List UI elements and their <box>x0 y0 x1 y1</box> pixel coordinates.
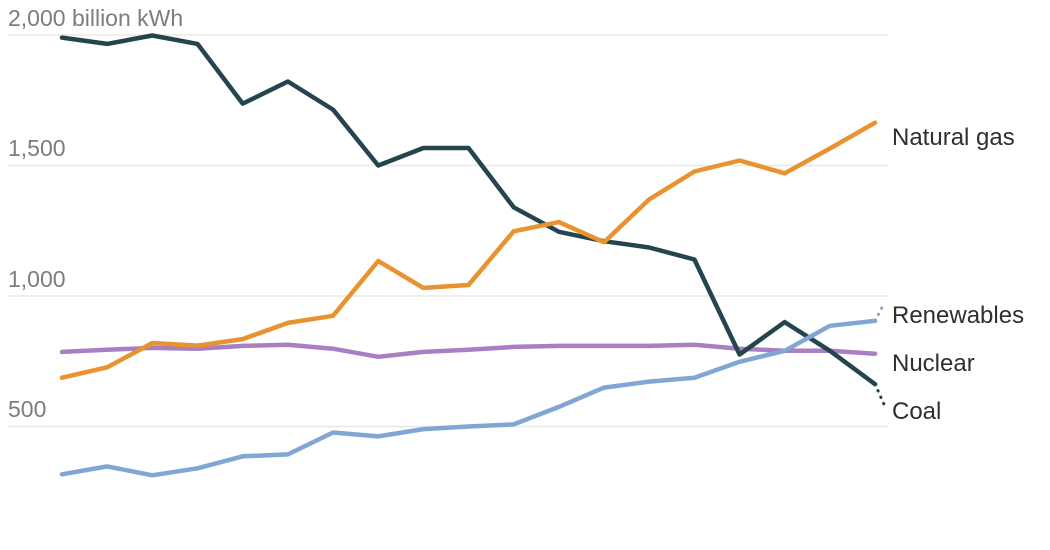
series-label-nuclear: Nuclear <box>892 350 975 377</box>
series-line-renewables <box>59 318 878 478</box>
series-label-coal: Coal <box>892 398 942 425</box>
series-line-coal <box>59 33 878 387</box>
y-tick-label-1000: 1,000 <box>8 266 66 292</box>
series-label-natural-gas: Natural gas <box>892 124 1015 151</box>
series-label-renewables: Renewables <box>892 302 1025 329</box>
y-tick-label-1500: 1,500 <box>8 135 66 161</box>
series-dashed-tail-coal <box>873 382 886 406</box>
series-line-nuclear <box>59 342 878 360</box>
y-tick-label-500: 500 <box>8 396 47 422</box>
series-dashed-tail-renewables <box>873 302 886 323</box>
y-tick-label-2000: 2,000 billion kWh <box>8 5 184 31</box>
series-line-natural-gas <box>59 120 878 380</box>
